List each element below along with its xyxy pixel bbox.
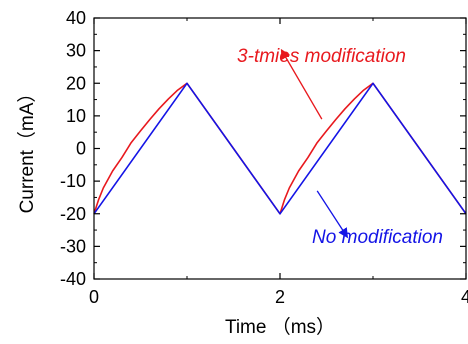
y-tick-label: 20 xyxy=(66,73,86,93)
series-line-0 xyxy=(93,82,467,215)
annotation-layer: 3-tmies modification No modification xyxy=(237,46,443,248)
x-tick-label: 0 xyxy=(89,287,99,307)
y-tick-label: 10 xyxy=(66,106,86,126)
y-tick-label: -40 xyxy=(60,269,86,289)
y-axis-title: Current（mA） xyxy=(16,84,38,214)
y-tick-label: -10 xyxy=(60,171,86,191)
y-tick-label: 0 xyxy=(76,139,86,159)
series-layer xyxy=(93,82,467,215)
y-tick-label: -20 xyxy=(60,204,86,224)
y-tick-label: 30 xyxy=(66,41,86,61)
y-tick-label: -30 xyxy=(60,236,86,256)
x-tick-label: 4 xyxy=(461,287,468,307)
annotation-arrow-blue xyxy=(316,190,349,239)
y-tick-label: 40 xyxy=(66,8,86,28)
x-tick-label: 2 xyxy=(275,287,285,307)
series-line-1 xyxy=(93,82,467,215)
annotation-label-blue: No modification xyxy=(312,227,443,248)
annotation-label-red: 3-tmies modification xyxy=(237,46,406,67)
annotation-arrow-red xyxy=(280,48,323,120)
x-axis-title: Time （ms） xyxy=(225,316,335,338)
